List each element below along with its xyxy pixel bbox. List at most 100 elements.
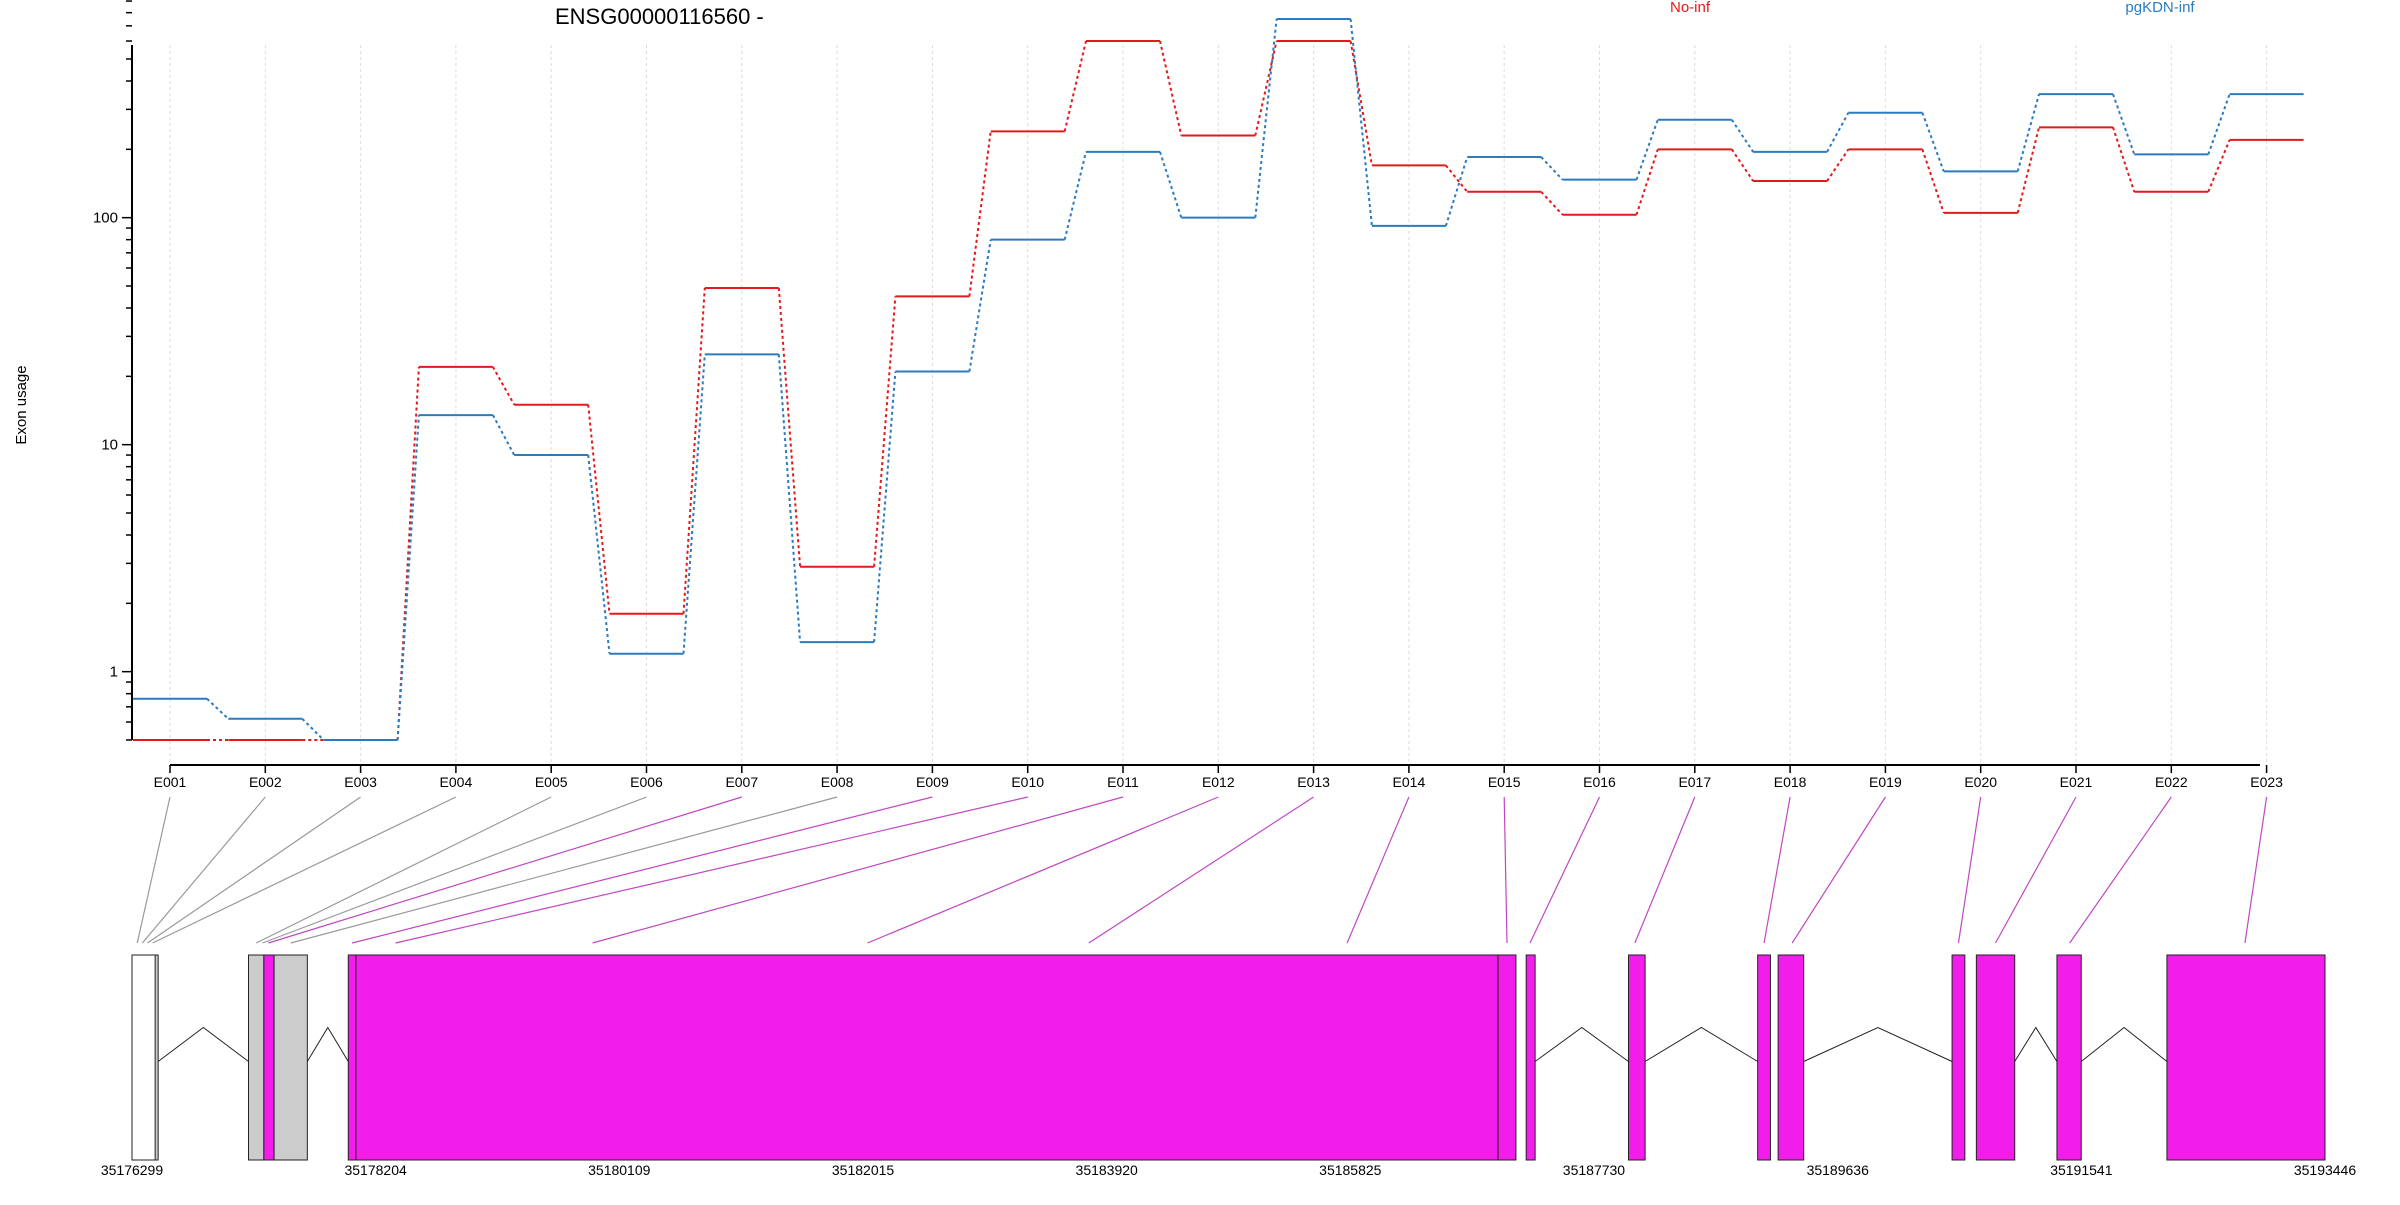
series-segment-pgkdn-inf xyxy=(873,371,897,643)
coordinate-label: 35176299 xyxy=(101,1162,164,1178)
exon-connector xyxy=(351,796,933,944)
series-segment-no-inf xyxy=(1730,148,1754,182)
legend-no-inf: No-inf xyxy=(1670,0,1711,16)
series-segment-pgkdn-inf xyxy=(1159,151,1183,218)
series-segment-no-inf xyxy=(1063,40,1087,132)
x-tick-label: E010 xyxy=(1011,774,1044,790)
series-segment-no-inf xyxy=(1254,40,1278,136)
series-segment-pgkdn-inf xyxy=(2207,93,2231,155)
series-segment-pgkdn-inf xyxy=(2016,93,2040,172)
exon-box xyxy=(2166,954,2326,1161)
grid-layer xyxy=(169,45,2268,765)
exon-connector xyxy=(2244,796,2268,944)
series-segment-pgkdn-inf xyxy=(1635,119,1659,181)
intron-line xyxy=(1644,1026,1758,1062)
intron-line xyxy=(2014,1026,2058,1062)
x-tick-label: E018 xyxy=(1774,774,1807,790)
exon-connector xyxy=(1995,796,2077,944)
coordinate-label: 35180109 xyxy=(588,1162,651,1178)
x-tick-label: E002 xyxy=(249,774,282,790)
y-axis-label: Exon usage xyxy=(13,365,30,444)
x-tick-label: E009 xyxy=(916,774,949,790)
series-segment-no-inf xyxy=(2112,127,2136,193)
series-segment-pgkdn-inf xyxy=(1444,156,1469,227)
x-tick-label: E020 xyxy=(1964,774,1997,790)
legend-pgkdn-inf: pgKDN-inf xyxy=(2125,0,2195,16)
x-tick-label: E004 xyxy=(440,774,473,790)
series-segment-pgkdn-inf xyxy=(301,718,325,741)
x-tick-label: E013 xyxy=(1297,774,1330,790)
x-tick-layer: E001 E002 E003 E004 E005 E006 E007 E008 E009 E010… xyxy=(154,765,2283,790)
series-segment-pgkdn-inf xyxy=(396,415,420,741)
series-segment-pgkdn-inf xyxy=(1254,18,1278,218)
exon-connector xyxy=(395,796,1028,944)
exon-connector xyxy=(1763,796,1791,944)
exon-box xyxy=(1497,954,1517,1161)
coordinate-label: 35193446 xyxy=(2294,1162,2357,1178)
series-segment-pgkdn-inf xyxy=(587,454,611,654)
exon-box xyxy=(1777,954,1805,1161)
series-segment-no-inf xyxy=(1826,148,1850,182)
series-layer xyxy=(133,18,2304,741)
x-tick-label: E017 xyxy=(1678,774,1711,790)
series-segment-pgkdn-inf xyxy=(777,354,802,643)
x-tick-label: E012 xyxy=(1202,774,1235,790)
series-segment-pgkdn-inf xyxy=(1921,112,1945,172)
x-tick-label: E008 xyxy=(821,774,854,790)
exon-connector xyxy=(262,796,647,944)
x-tick-label: E003 xyxy=(344,774,377,790)
exon-connector xyxy=(867,796,1219,944)
coordinate-label: 35178204 xyxy=(344,1162,407,1178)
exon-connector xyxy=(1088,796,1314,944)
exon-box xyxy=(1951,954,1966,1161)
series-segment-pgkdn-inf xyxy=(492,414,516,456)
coordinate-label: 35182015 xyxy=(832,1162,895,1178)
series-segment-pgkdn-inf xyxy=(1730,119,1754,153)
intron-line xyxy=(1803,1026,1953,1062)
exon-connector xyxy=(1791,796,1886,944)
series-segment-pgkdn-inf xyxy=(206,697,229,720)
exon-box xyxy=(355,954,1499,1161)
exon-connector xyxy=(147,796,361,944)
exon-box xyxy=(248,954,265,1161)
intron-line xyxy=(306,1026,349,1062)
exon-connector xyxy=(255,796,552,944)
exon-connector-layer xyxy=(136,796,2268,944)
x-tick-label: E019 xyxy=(1869,774,1902,790)
exon-connector xyxy=(152,796,457,944)
y-tick-label: 10 xyxy=(101,437,118,454)
exon-box xyxy=(131,954,157,1161)
chart-title: ENSG00000116560 - xyxy=(555,4,764,29)
genomic-coordinate-layer: 35176299 35178204 35180109 35182015 35183920… xyxy=(101,1162,2357,1178)
x-tick-label: E006 xyxy=(630,774,663,790)
exon-connector xyxy=(1634,796,1696,944)
gene-model-layer xyxy=(131,954,2326,1161)
series-segment-no-inf xyxy=(1349,40,1373,166)
coordinate-label: 35191541 xyxy=(2050,1162,2113,1178)
exon-connector xyxy=(1529,796,1601,944)
intron-line xyxy=(1534,1026,1629,1062)
intron-line xyxy=(2080,1026,2168,1062)
exon-connector xyxy=(1503,796,1508,944)
series-segment-pgkdn-inf xyxy=(682,354,706,654)
exon-box xyxy=(1525,954,1536,1161)
x-tick-label: E021 xyxy=(2060,774,2093,790)
x-tick-label: E007 xyxy=(725,774,758,790)
series-segment-pgkdn-inf xyxy=(1826,112,1850,153)
series-segment-no-inf xyxy=(2016,127,2040,214)
exon-box xyxy=(154,954,159,1161)
series-segment-no-inf xyxy=(777,287,802,567)
series-segment-no-inf xyxy=(1635,149,1659,216)
exon-connector xyxy=(1346,796,1410,944)
exon-box xyxy=(263,954,275,1161)
x-tick-label: E023 xyxy=(2250,774,2283,790)
series-segment-pgkdn-inf xyxy=(1540,156,1564,181)
x-tick-label: E001 xyxy=(154,774,187,790)
x-tick-label: E011 xyxy=(1107,774,1139,790)
intron-line xyxy=(157,1026,249,1062)
exon-box xyxy=(1757,954,1771,1161)
series-segment-no-inf xyxy=(587,404,611,614)
axes-layer xyxy=(131,45,2260,766)
x-tick-label: E014 xyxy=(1393,774,1426,790)
